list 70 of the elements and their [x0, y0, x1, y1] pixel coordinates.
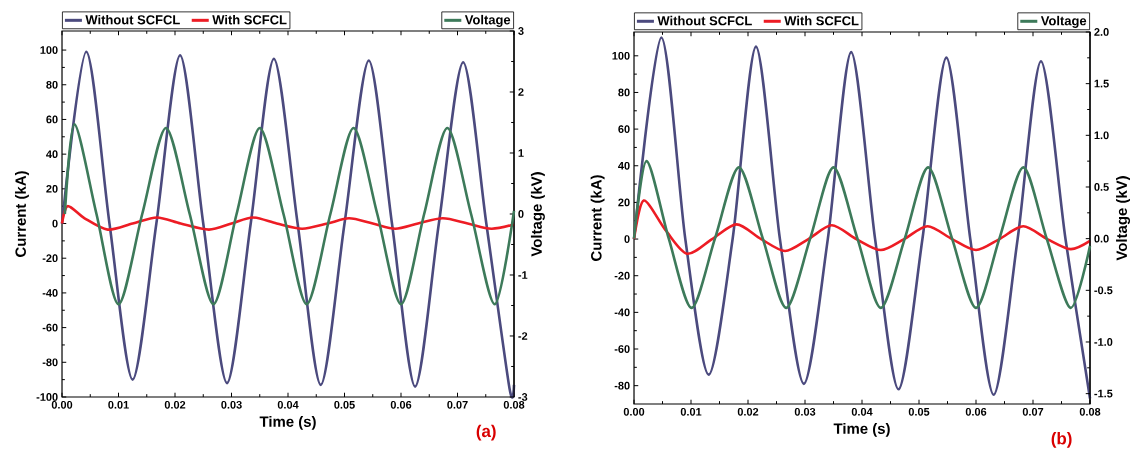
y2-tick-label: 1 [518, 149, 524, 157]
x-tick-label: 0.04 [851, 407, 873, 416]
x-tick-label: 0.08 [1079, 407, 1101, 416]
y2-tick-label: -1.0 [1094, 338, 1113, 346]
legend-label: Voltage [464, 14, 511, 28]
y-tick-label: -80 [42, 358, 58, 367]
y-tick-label: 80 [618, 88, 630, 97]
x-tick-label: 0.00 [51, 400, 73, 409]
x-tick-label: 0.06 [965, 407, 987, 416]
y-tick-label: -80 [614, 381, 630, 390]
y-tick-label: -60 [42, 323, 58, 332]
y2-tick-label: 1.5 [1094, 79, 1109, 88]
y2-tick-label: -2 [518, 332, 528, 340]
y2-tick-label: 0.0 [1094, 234, 1109, 243]
y-tick-label: 100 [40, 46, 58, 54]
y2-tick-label: 0 [518, 210, 524, 218]
x-tick-label: 0.03 [221, 400, 242, 409]
y-axis-title: Current (kA) [14, 171, 29, 257]
line-series [63, 123, 516, 306]
y-tick-label: 60 [46, 115, 58, 124]
y2-tick-label: -3 [518, 393, 528, 401]
legend-label: With SCFCL [212, 14, 287, 25]
y-tick-label: 0 [52, 219, 58, 228]
x-tick-label: 0.03 [794, 407, 816, 416]
x-tick-label: 0.02 [164, 400, 186, 409]
x-axis-title: Time (s) [833, 422, 890, 437]
y-tick-label: -20 [42, 254, 58, 263]
y2-tick-label: 2 [518, 88, 524, 96]
legend-label: Without SCFCL [85, 14, 180, 25]
x-tick-label: 0.05 [908, 407, 930, 416]
y-tick-label: 20 [618, 198, 630, 207]
x-tick-label: 0.07 [1022, 407, 1044, 416]
text: (b) [1051, 432, 1072, 448]
y-axis-title: Current (kA) [590, 175, 605, 261]
y-tick-label: 20 [46, 184, 58, 193]
x-tick-label: 0.02 [737, 407, 759, 416]
x-tick-label: 0.08 [503, 400, 525, 409]
y-tick-label: 60 [618, 125, 630, 133]
y-tick-label: 40 [618, 161, 630, 170]
y2-tick-label: 1.0 [1094, 131, 1109, 140]
y-tick-label: 80 [46, 80, 58, 89]
y2-tick-label: -0.5 [1094, 286, 1113, 295]
y-tick-label: -20 [614, 271, 630, 280]
y-tick-label: -60 [614, 345, 630, 353]
y2-tick-label: -1 [518, 271, 528, 279]
y2-tick-label: 3 [518, 27, 524, 35]
legend-label: Without SCFCL [657, 15, 752, 26]
y2-tick-label: 0.5 [1094, 183, 1109, 191]
y-tick-label: 100 [612, 51, 630, 60]
y-tick-label: 40 [46, 150, 58, 159]
y-tick-label: -40 [42, 289, 58, 297]
y2-tick-label: 2.0 [1094, 28, 1109, 36]
y-tick-label: 0 [624, 235, 630, 243]
y2-tick-label: -1.5 [1094, 389, 1113, 398]
y-tick-label: -100 [36, 393, 58, 401]
x-tick-label: 0.06 [390, 400, 412, 409]
x-axis-title: Time (s) [259, 415, 316, 430]
y-tick-label: -40 [614, 308, 630, 317]
legend-label: With SCFCL [784, 15, 859, 26]
x-tick-label: 0.01 [680, 407, 702, 416]
x-tick-label: 0.07 [447, 400, 468, 409]
y2-axis-title: Voltage (kV) [530, 172, 545, 257]
text: (a) [476, 424, 496, 441]
x-tick-label: 0.01 [108, 400, 129, 409]
x-tick-label: 0.04 [277, 400, 299, 409]
legend-label: Voltage [1040, 15, 1087, 28]
y2-axis-title: Voltage (kV) [1116, 176, 1131, 261]
x-tick-label: 0.05 [334, 400, 355, 409]
x-tick-label: 0.00 [623, 407, 645, 416]
line-series [632, 159, 1092, 310]
